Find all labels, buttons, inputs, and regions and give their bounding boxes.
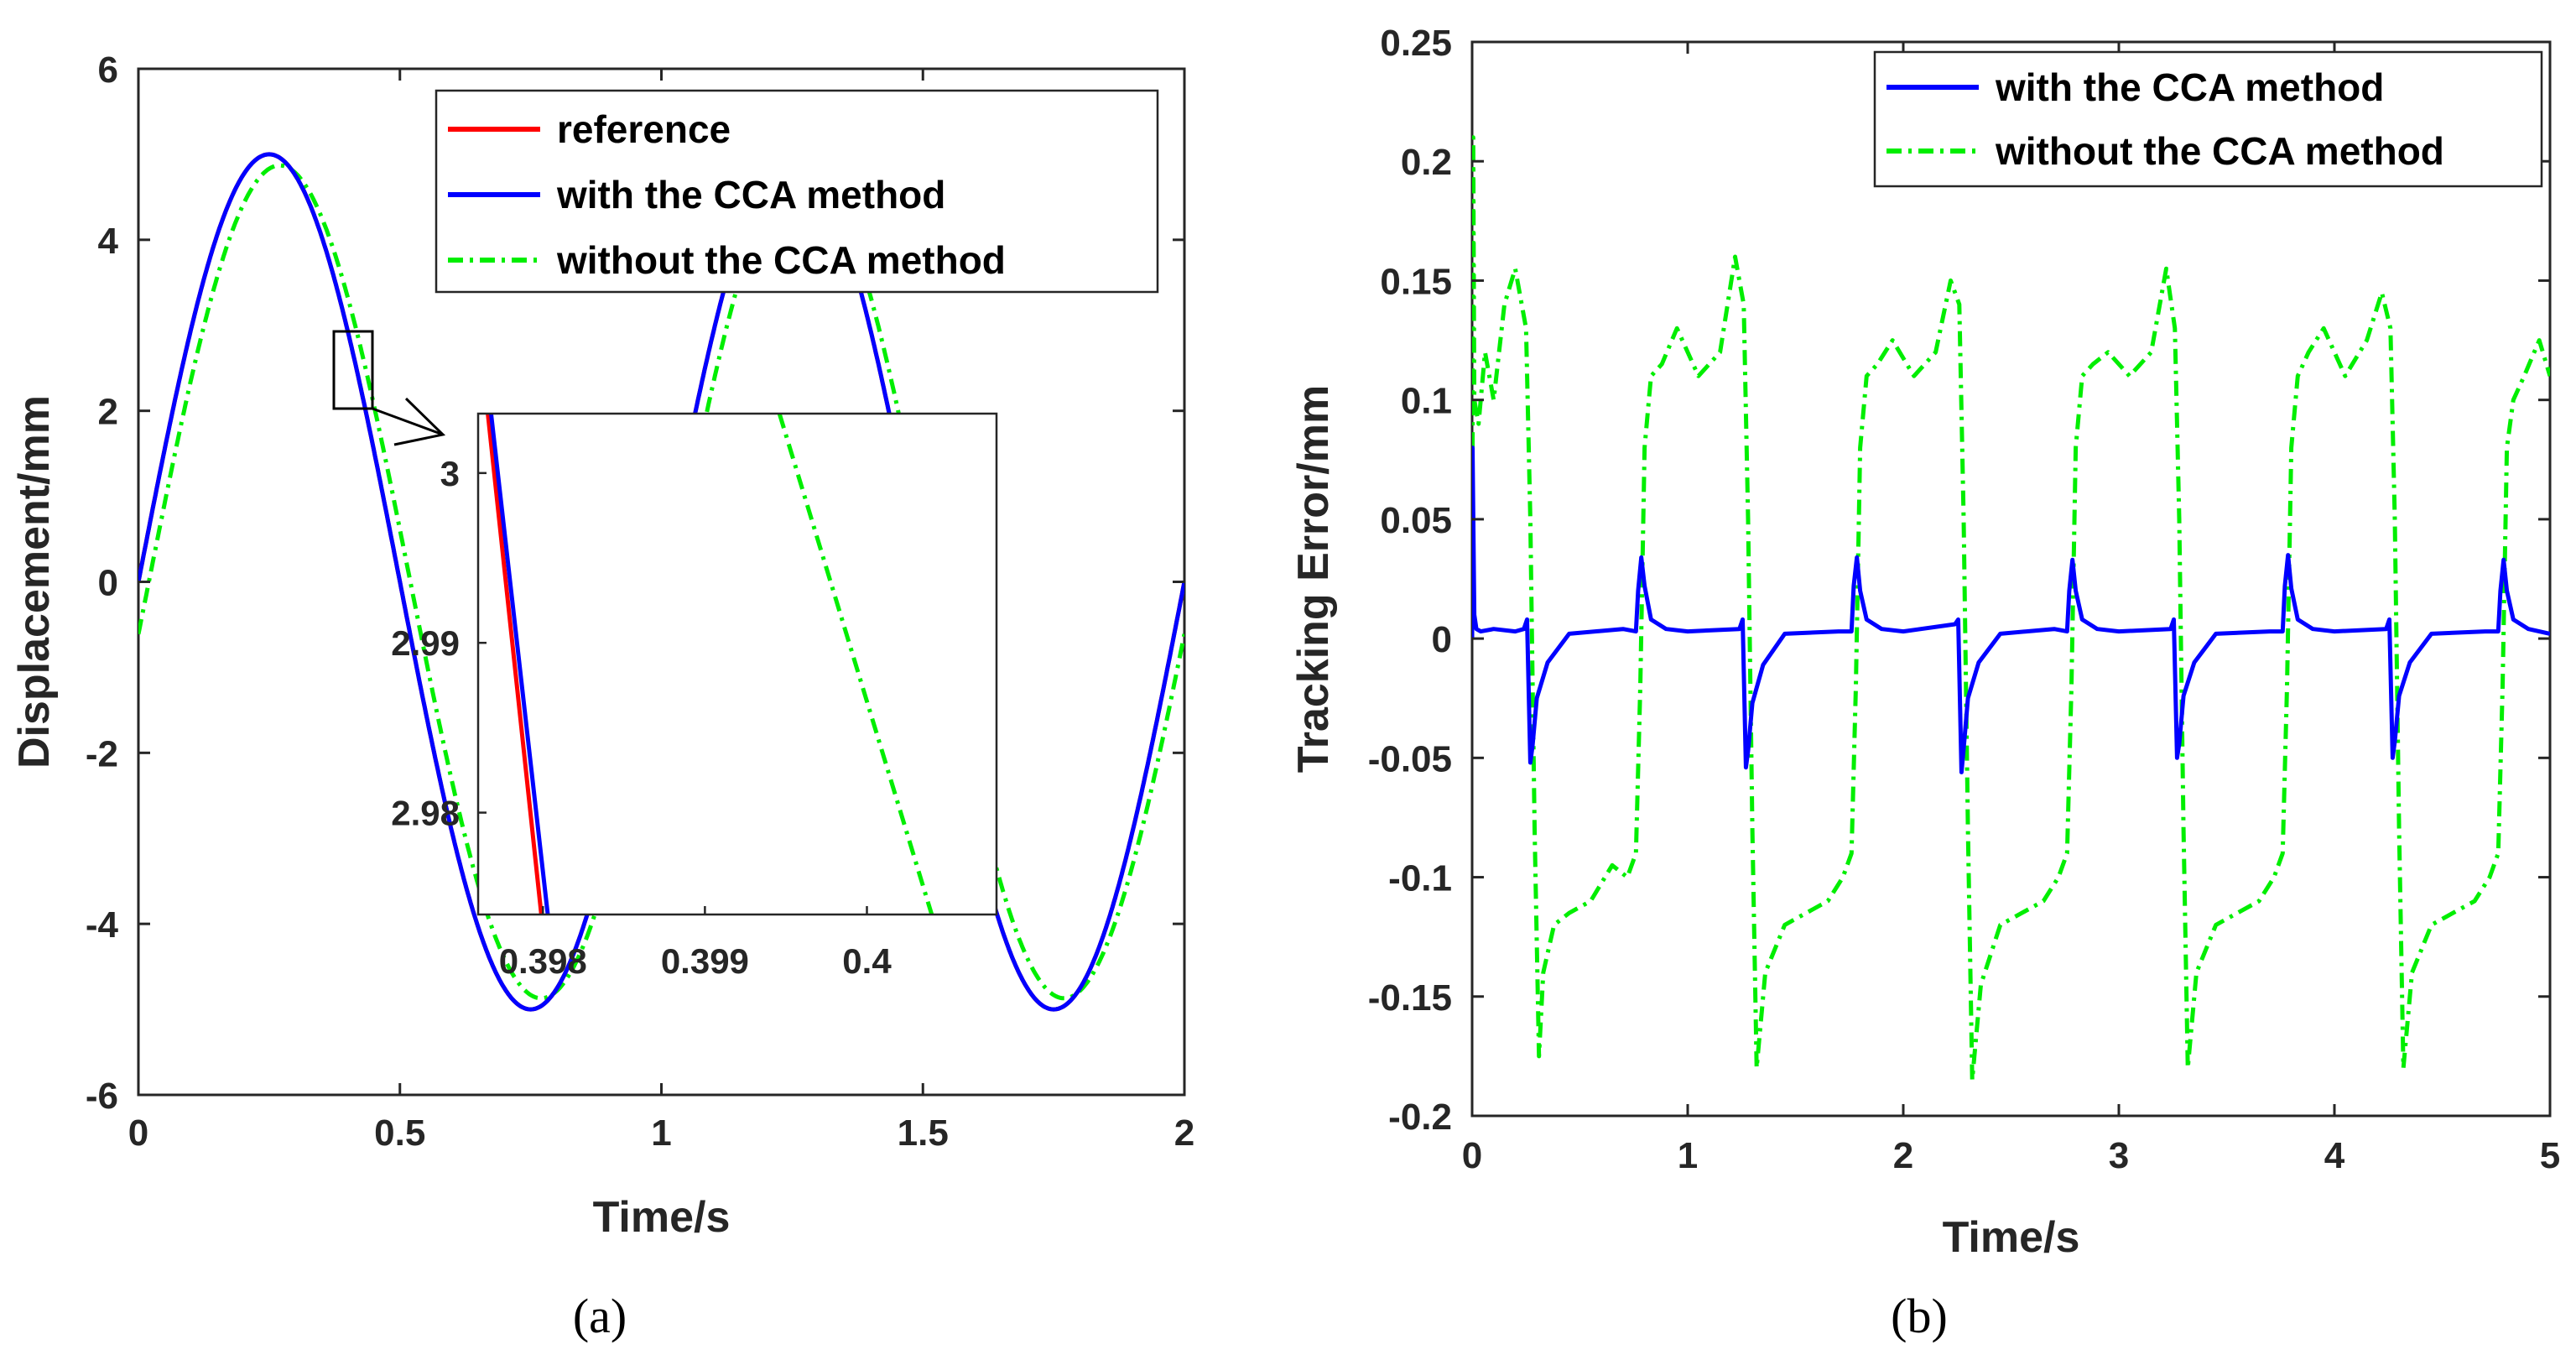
- x-tick-label: 0: [128, 1112, 148, 1154]
- inset-x-tick-label: 0.4: [842, 941, 892, 981]
- zoom-rectangle: [332, 330, 374, 410]
- legend-box: [435, 89, 1159, 294]
- legend-box: [1873, 50, 2543, 188]
- chart-a-ticks: 0 0.5 1 1.5 2 -6 -4 -2 0 2 4 6: [86, 50, 1194, 1154]
- inset-x-tick-label: 0.399: [661, 941, 749, 981]
- y-tick-label: -2: [86, 733, 118, 774]
- inset-line-without-the-cca-method: [777, 414, 934, 914]
- y-tick-label: -0.1: [1388, 858, 1452, 899]
- y-tick-label: 0.1: [1401, 381, 1452, 422]
- inset-lines: [486, 414, 934, 914]
- chart-b-caption: (b): [1891, 1289, 1948, 1343]
- x-tick-label: 5: [2540, 1135, 2560, 1176]
- x-tick-label: 4: [2324, 1135, 2345, 1176]
- y-tick-label: -6: [86, 1076, 118, 1117]
- y-tick-label: -0.15: [1368, 977, 1452, 1019]
- chart-b-ylabel: Tracking Error/mm: [1289, 385, 1338, 773]
- inset-y-tick-label: 3: [440, 454, 460, 493]
- chart-b-series-group: [1472, 135, 2550, 1082]
- inset-axes-box: [476, 412, 998, 916]
- inset-x-tick-label: 0.398: [499, 941, 587, 981]
- chart-a-legend: reference with the CCA method without the …: [435, 89, 1159, 294]
- legend-label: without the CCA method: [556, 238, 1006, 282]
- x-tick-label: 2: [1893, 1135, 1913, 1176]
- chart-a-ylabel: Displacement/mm: [10, 395, 59, 769]
- y-tick-label: 0: [98, 563, 118, 604]
- y-tick-label: 0: [1432, 619, 1452, 660]
- y-tick-label: 0.15: [1380, 261, 1452, 302]
- zoom-arrow-shaft: [372, 407, 444, 436]
- x-tick-label: 0: [1462, 1135, 1482, 1176]
- x-tick-label: 3: [2109, 1135, 2129, 1176]
- legend-label: with the CCA method: [556, 173, 945, 216]
- chart-a-caption: (a): [573, 1289, 627, 1343]
- y-tick-label: 0.25: [1380, 23, 1452, 64]
- series-line-without-the-cca-method: [138, 163, 1184, 1001]
- inset-y-tick-label: 2.99: [391, 623, 460, 663]
- chart-b-ticks: 0 1 2 3 4 5 -0.2 -0.15 -0.1 -0.05 0 0.05 0.1 0.15 0.2 0…: [1368, 23, 2561, 1176]
- chart-b-xlabel: Time/s: [1943, 1213, 2080, 1262]
- legend-label: without the CCA method: [1995, 129, 2444, 173]
- legend-label: with the CCA method: [1995, 65, 2384, 109]
- series-line-without-the-cca-method: [1472, 135, 2550, 1082]
- chart-b-background: [1472, 42, 2550, 1116]
- y-tick-label: 0.05: [1380, 500, 1452, 541]
- chart-b: 0 1 2 3 4 5 -0.2 -0.15 -0.1 -0.05 0 0.05 0.1 0.15 0.2 0…: [1289, 23, 2560, 1343]
- y-tick-label: 2: [98, 392, 118, 433]
- legend-label: reference: [557, 107, 731, 151]
- series-line-with-the-cca-method: [1472, 446, 2550, 774]
- y-tick-label: -0.05: [1368, 738, 1452, 779]
- y-tick-label: 0.2: [1401, 142, 1452, 183]
- inset-line-with-the-cca-method: [488, 414, 550, 914]
- inset-line-reference: [486, 414, 544, 914]
- chart-a-xlabel: Time/s: [593, 1193, 731, 1242]
- inset-y-tick-label: 2.98: [391, 794, 460, 833]
- y-tick-label: 6: [98, 50, 118, 91]
- zoom-region-marker: [332, 330, 446, 446]
- x-tick-label: 1: [651, 1112, 671, 1154]
- y-tick-label: -4: [86, 904, 119, 946]
- chart-b-legend: with the CCA method without the CCA metho…: [1873, 50, 2543, 188]
- zoom-arrow-head: [393, 397, 446, 446]
- x-tick-label: 1.5: [898, 1112, 949, 1154]
- y-tick-label: 4: [98, 221, 119, 262]
- x-tick-label: 0.5: [374, 1112, 425, 1154]
- inset-background: [478, 414, 997, 914]
- y-tick-label: -0.2: [1388, 1097, 1452, 1138]
- chart-a-inset: 0.398 0.399 0.4 2.98 2.99 3: [391, 412, 998, 981]
- chart-a: 0 0.5 1 1.5 2 -6 -4 -2 0 2 4 6 Time/s Displacement/…: [10, 50, 1194, 1343]
- chart-b-plot-area: [1470, 40, 2552, 1118]
- x-tick-label: 2: [1174, 1112, 1194, 1154]
- x-tick-label: 1: [1678, 1135, 1698, 1176]
